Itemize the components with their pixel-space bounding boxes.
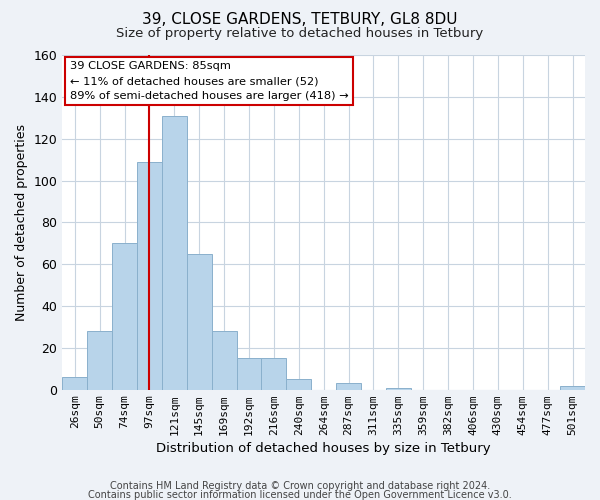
Bar [236, 358, 262, 390]
Bar [386, 388, 411, 390]
Bar [336, 384, 361, 390]
Text: Contains HM Land Registry data © Crown copyright and database right 2024.: Contains HM Land Registry data © Crown c… [110, 481, 490, 491]
Text: 39 CLOSE GARDENS: 85sqm
← 11% of detached houses are smaller (52)
89% of semi-de: 39 CLOSE GARDENS: 85sqm ← 11% of detache… [70, 62, 349, 101]
Bar [212, 331, 236, 390]
Bar [137, 162, 162, 390]
Bar [62, 377, 87, 390]
Text: 39, CLOSE GARDENS, TETBURY, GL8 8DU: 39, CLOSE GARDENS, TETBURY, GL8 8DU [142, 12, 458, 28]
Text: Contains public sector information licensed under the Open Government Licence v3: Contains public sector information licen… [88, 490, 512, 500]
Bar [560, 386, 585, 390]
Bar [187, 254, 212, 390]
Bar [262, 358, 286, 390]
Text: Size of property relative to detached houses in Tetbury: Size of property relative to detached ho… [116, 28, 484, 40]
Y-axis label: Number of detached properties: Number of detached properties [15, 124, 28, 321]
Bar [87, 331, 112, 390]
Bar [112, 244, 137, 390]
Bar [162, 116, 187, 390]
X-axis label: Distribution of detached houses by size in Tetbury: Distribution of detached houses by size … [157, 442, 491, 455]
Bar [286, 379, 311, 390]
